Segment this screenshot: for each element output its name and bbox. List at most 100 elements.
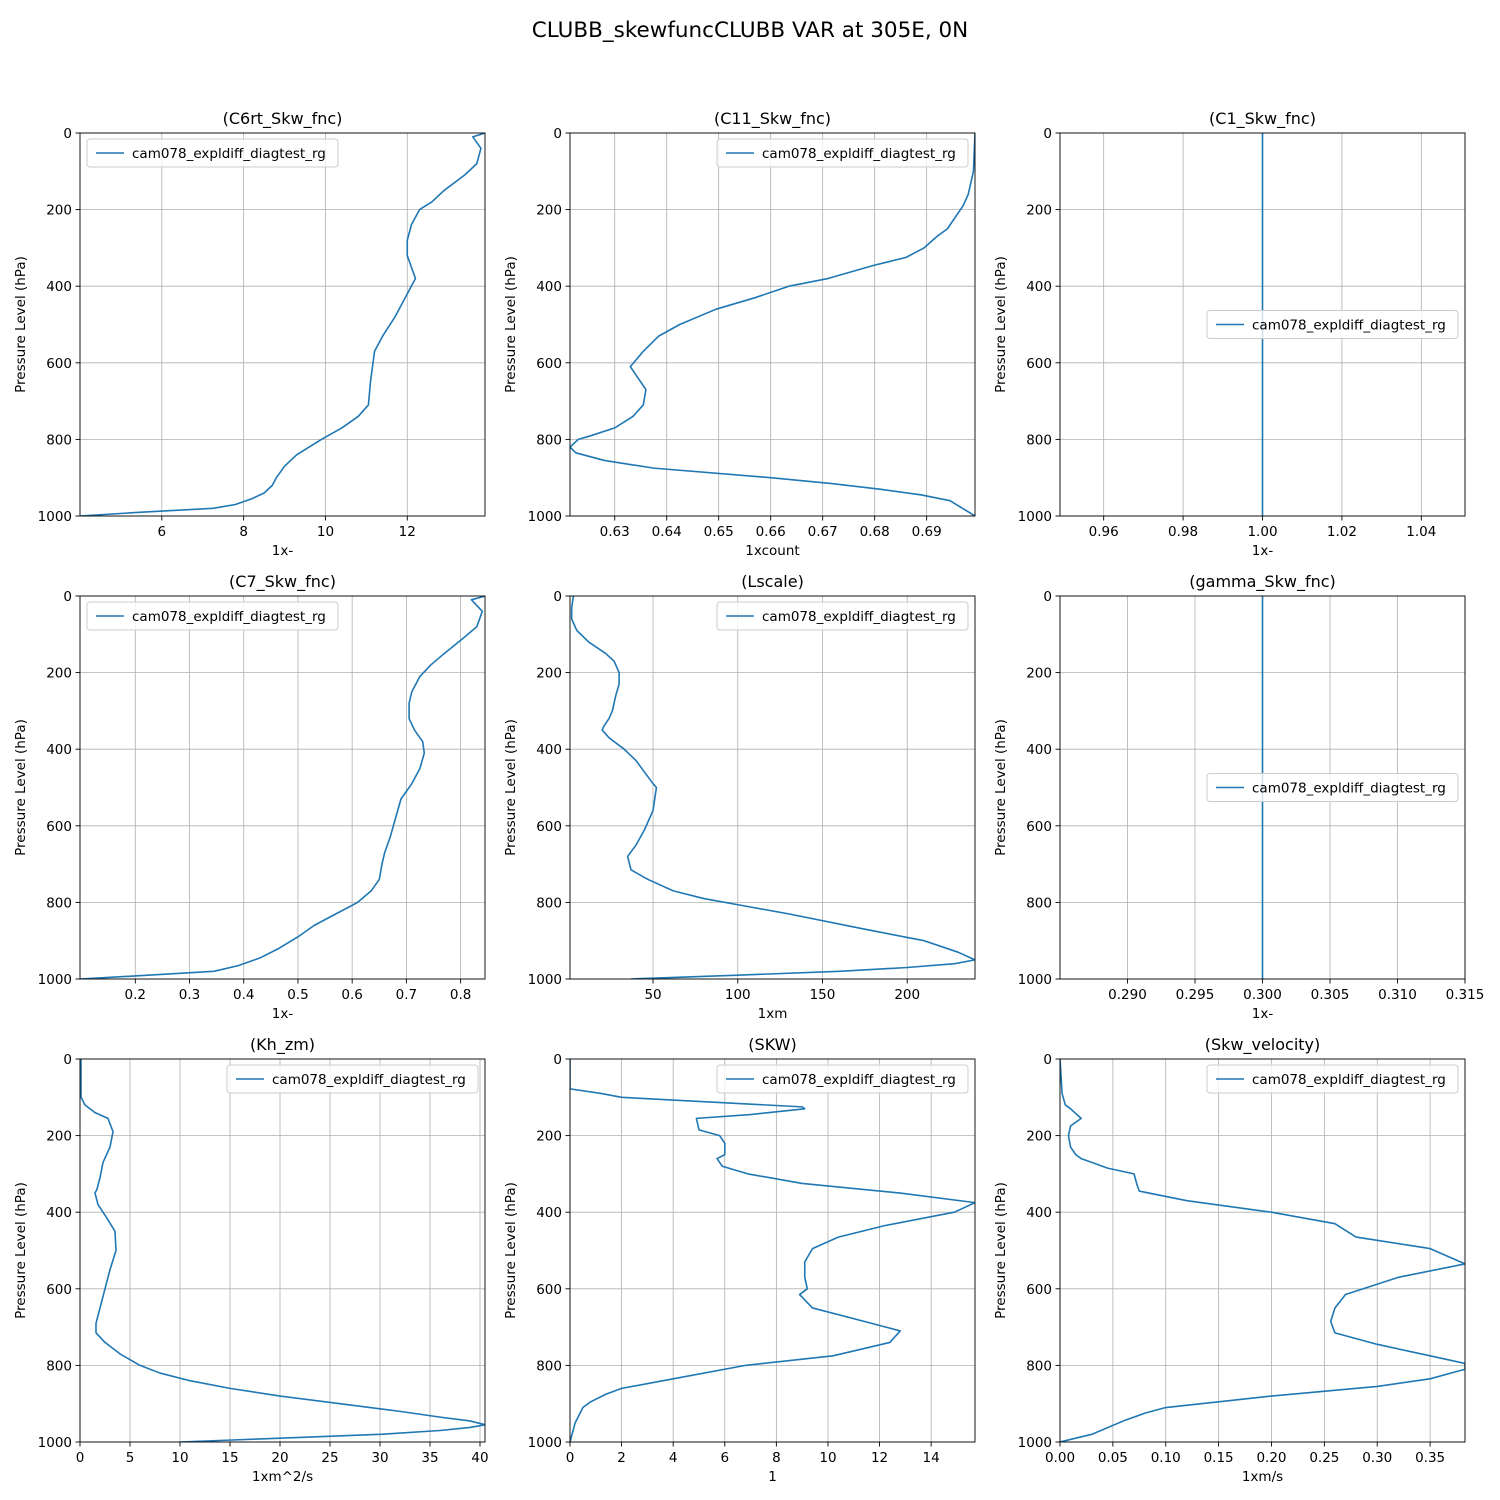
y-axis-label: Pressure Level (hPa) xyxy=(13,1182,29,1319)
legend: cam078_expldiff_diagtest_rg xyxy=(716,1064,969,1094)
legend: cam078_expldiff_diagtest_rg xyxy=(1206,1064,1459,1094)
x-axis-label: 1x- xyxy=(272,1006,294,1022)
x-tick-label: 15 xyxy=(221,1450,238,1466)
x-axis-label: 1x- xyxy=(1252,1006,1274,1022)
axes-frame xyxy=(569,595,976,980)
y-tick-label: 600 xyxy=(536,356,562,372)
subplot-7: 0 2 4 6 8 10 12 14 0 200 400 600 800 1000 (SKW) 1 Pressu… xyxy=(503,1035,976,1485)
x-tick-label: 5 xyxy=(126,1450,135,1466)
y-tick-label: 800 xyxy=(1026,895,1052,911)
legend-label: cam078_expldiff_diagtest_rg xyxy=(132,146,326,162)
y-tick-label: 800 xyxy=(46,1358,72,1374)
subplot-2: 0.96 0.98 1.00 1.02 1.04 0 200 400 600 800 1000 (C1… xyxy=(993,109,1466,559)
subplot-4: 50 100 150 200 0 200 400 600 800 1000 (Lscale) 1xm P… xyxy=(503,572,976,1022)
x-tick-label: 50 xyxy=(644,987,661,1003)
x-tick-label: 0 xyxy=(566,1450,575,1466)
axes-frame xyxy=(79,132,486,517)
x-tick-label: 1.00 xyxy=(1247,524,1277,540)
subplot-0: 6 8 10 12 0 200 400 600 800 1000 (C6rt_Skw_fnc) 1x-… xyxy=(13,109,486,559)
legend-label: cam078_expldiff_diagtest_rg xyxy=(132,609,326,625)
y-tick-label: 200 xyxy=(46,1129,72,1145)
figure-title: CLUBB_skewfuncCLUBB VAR at 305E, 0N xyxy=(532,18,969,43)
y-tick-label: 600 xyxy=(1026,819,1052,835)
series-line-0 xyxy=(570,1059,975,1442)
x-tick-label: 0.69 xyxy=(912,524,942,540)
series-line-0 xyxy=(570,596,975,979)
y-axis-label: Pressure Level (hPa) xyxy=(13,719,29,856)
y-tick-label: 0 xyxy=(553,589,562,605)
series-line-0 xyxy=(1060,1059,1465,1442)
y-tick-label: 800 xyxy=(536,1358,562,1374)
y-tick-label: 800 xyxy=(46,895,72,911)
subplot-5: 0.290 0.295 0.300 0.305 0.310 0.315 0 200 400 600… xyxy=(993,572,1484,1022)
series-line-0 xyxy=(80,596,485,979)
x-tick-label: 0.00 xyxy=(1045,1450,1075,1466)
legend-box xyxy=(1206,310,1459,339)
y-tick-label: 800 xyxy=(536,432,562,448)
subplot-title: (gamma_Skw_fnc) xyxy=(1189,572,1336,592)
y-tick-label: 600 xyxy=(46,356,72,372)
x-tick-label: 0 xyxy=(76,1450,85,1466)
x-axis-label: 1x- xyxy=(272,543,294,559)
y-tick-label: 400 xyxy=(46,1205,72,1221)
x-tick-label: 0.305 xyxy=(1311,987,1350,1003)
y-tick-label: 0 xyxy=(1043,126,1052,142)
x-axis-label: 1xm xyxy=(758,1006,788,1022)
legend: cam078_expldiff_diagtest_rg xyxy=(716,601,969,631)
y-axis-label: Pressure Level (hPa) xyxy=(993,256,1009,393)
x-tick-label: 0.315 xyxy=(1446,987,1485,1003)
subplot-8: 0.00 0.05 0.10 0.15 0.20 0.25 0.30 0.35 0 200 400 6… xyxy=(993,1035,1466,1485)
x-tick-label: 4 xyxy=(669,1450,678,1466)
y-tick-label: 400 xyxy=(46,742,72,758)
y-tick-label: 1000 xyxy=(38,972,72,988)
y-tick-label: 1000 xyxy=(528,1435,562,1451)
x-tick-label: 0.68 xyxy=(860,524,890,540)
legend-label: cam078_expldiff_diagtest_rg xyxy=(762,609,956,625)
subplot-3: 0.2 0.3 0.4 0.5 0.6 0.7 0.8 0 200 400 600 800 1000 (C… xyxy=(13,572,486,1022)
x-tick-label: 0.2 xyxy=(125,987,146,1003)
y-tick-label: 600 xyxy=(536,819,562,835)
y-axis-label: Pressure Level (hPa) xyxy=(503,256,519,393)
x-tick-label: 0.295 xyxy=(1176,987,1215,1003)
legend-box xyxy=(86,138,339,168)
series-line-0 xyxy=(80,1059,485,1442)
legend: cam078_expldiff_diagtest_rg xyxy=(86,138,339,168)
y-tick-label: 400 xyxy=(536,742,562,758)
x-tick-label: 40 xyxy=(471,1450,488,1466)
y-tick-label: 0 xyxy=(63,126,72,142)
y-tick-label: 200 xyxy=(1026,203,1052,219)
y-tick-label: 0 xyxy=(63,589,72,605)
x-tick-label: 0.20 xyxy=(1256,1450,1286,1466)
legend-box xyxy=(716,601,969,631)
x-tick-label: 0.4 xyxy=(233,987,254,1003)
x-tick-label: 0.8 xyxy=(450,987,471,1003)
y-axis-label: Pressure Level (hPa) xyxy=(503,1182,519,1319)
x-tick-label: 35 xyxy=(421,1450,438,1466)
x-tick-label: 0.300 xyxy=(1243,987,1282,1003)
y-tick-label: 400 xyxy=(46,279,72,295)
y-tick-label: 0 xyxy=(1043,589,1052,605)
x-tick-label: 0.05 xyxy=(1098,1450,1128,1466)
legend: cam078_expldiff_diagtest_rg xyxy=(1206,310,1459,339)
x-tick-label: 200 xyxy=(894,987,920,1003)
x-tick-label: 10 xyxy=(171,1450,188,1466)
x-tick-label: 1.02 xyxy=(1327,524,1357,540)
legend: cam078_expldiff_diagtest_rg xyxy=(1206,773,1459,802)
axes-frame xyxy=(79,1058,486,1443)
legend-label: cam078_expldiff_diagtest_rg xyxy=(1252,1072,1446,1088)
x-tick-label: 0.10 xyxy=(1151,1450,1181,1466)
legend-label: cam078_expldiff_diagtest_rg xyxy=(762,146,956,162)
x-tick-label: 25 xyxy=(321,1450,338,1466)
y-tick-label: 1000 xyxy=(38,509,72,525)
legend-label: cam078_expldiff_diagtest_rg xyxy=(762,1072,956,1088)
y-tick-label: 400 xyxy=(536,279,562,295)
x-axis-label: 1x- xyxy=(1252,543,1274,559)
legend-label: cam078_expldiff_diagtest_rg xyxy=(1252,781,1446,797)
series-line-0 xyxy=(80,133,485,516)
x-tick-label: 0.35 xyxy=(1415,1450,1445,1466)
y-tick-label: 200 xyxy=(1026,1129,1052,1145)
y-tick-label: 200 xyxy=(1026,666,1052,682)
subplot-title: (Kh_zm) xyxy=(250,1035,315,1055)
y-tick-label: 1000 xyxy=(1018,509,1052,525)
